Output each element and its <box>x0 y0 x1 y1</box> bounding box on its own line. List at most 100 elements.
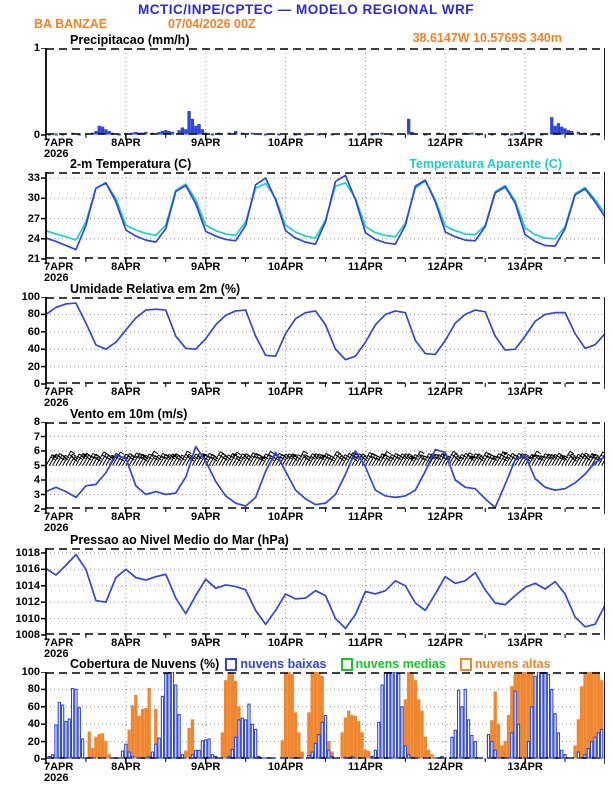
temperature-ytick-label: 21 <box>27 253 40 265</box>
wind-ytick-label: 7 <box>33 430 40 443</box>
wind-ytick-label: 6 <box>33 445 40 457</box>
wind-year-label: 2026 <box>44 522 69 534</box>
legend-label: nuvens baixas <box>240 657 327 671</box>
clouds-legend: nuvens baixas nuvens medias nuvens altas <box>225 657 560 671</box>
legend-item-nuvens-altas: nuvens altas <box>459 657 551 671</box>
clouds-title: Cobertura de Nuvens (%) nuvens baixas nuv… <box>70 657 612 671</box>
humidity-ytick-label: 80 <box>27 308 40 321</box>
humidity-frame <box>41 297 605 389</box>
humidity-ytick-label: 60 <box>27 325 40 338</box>
precipitation-xtick-label: 8APR <box>111 137 141 149</box>
temperature-xtick-label: 13APR <box>507 261 543 273</box>
pressure-frame <box>41 548 605 640</box>
clouds-title-text: Cobertura de Nuvens (%) <box>70 657 220 671</box>
precipitation-xtick-label: 7APR <box>44 137 74 149</box>
pressure-plot <box>41 548 605 640</box>
wind-ytick-label: 8 <box>33 416 40 428</box>
legend-label: nuvens medias <box>355 657 446 671</box>
pressure-ytick-label: 1018 <box>15 546 40 559</box>
pressure-xtick-label: 8APR <box>111 637 141 649</box>
temperature-title: 2-m Temperatura (C) <box>70 157 192 171</box>
clouds-xtick-label: 12APR <box>427 761 464 773</box>
temperature-xtick-label: 9APR <box>191 261 221 273</box>
precipitation-frame <box>41 48 605 140</box>
precipitation-xtick-label: 9APR <box>191 137 221 149</box>
clouds-ytick-label: 40 <box>27 718 40 731</box>
humidity-ytick-label: 40 <box>27 343 40 356</box>
precipitation-series-precipitacao <box>47 110 600 136</box>
humidity-ytick-label: 100 <box>21 291 40 303</box>
pressure-ytick-label: 1014 <box>15 579 40 592</box>
model-run-datetime: 07/04/2026 00Z <box>168 17 256 31</box>
humidity-title: Umidade Relativa em 2m (%) <box>70 282 241 296</box>
temperature-xtick-label: 12APR <box>427 261 464 273</box>
pressure-ytick-label: 1008 <box>15 629 40 641</box>
legend-item-nuvens-medias: nuvens medias <box>340 657 446 671</box>
wind-xtick-label: 8APR <box>111 511 141 523</box>
temperature-xtick-label: 11APR <box>347 261 383 273</box>
temperature-ytick-label: 30 <box>27 192 40 205</box>
clouds-xtick-label: 7APR <box>44 761 74 773</box>
temperature-series-2-m-temperatura-c- <box>45 174 605 251</box>
temperature-plot <box>41 172 605 264</box>
pressure-title: Pressao ao Nivel Medio do Mar (hPa) <box>70 533 289 547</box>
legend-swatch-icon <box>459 657 472 671</box>
humidity-xtick-label: 7APR <box>44 386 74 398</box>
clouds-xtick-label: 8APR <box>111 761 141 773</box>
temperature-xtick-label: 10APR <box>267 261 304 273</box>
humidity-plot <box>41 297 605 389</box>
wind-title: Vento em 10m (m/s) <box>70 407 188 421</box>
legend-swatch-icon <box>225 657 238 671</box>
precipitation-xtick-label: 12APR <box>427 137 464 149</box>
apparent-temperature-title: Temperatura Aparente (C) <box>409 157 562 171</box>
pressure-xtick-label: 10APR <box>267 637 304 649</box>
legend-swatch-icon <box>340 657 353 671</box>
legend-label: nuvens altas <box>474 657 551 671</box>
precipitation-xtick-label: 11APR <box>347 137 383 149</box>
pressure-ytick-label: 1010 <box>15 612 40 625</box>
precipitation-title: Precipitacao (mm/h) <box>70 33 190 47</box>
pressure-ytick-label: 1012 <box>15 596 40 609</box>
temperature-ytick-label: 27 <box>27 212 40 225</box>
clouds-ytick-label: 100 <box>21 666 40 678</box>
precipitation-xtick-label: 13APR <box>507 137 543 149</box>
temperature-xtick-label: 7APR <box>44 261 74 273</box>
wind-ytick-label: 2 <box>33 503 40 515</box>
pressure-xtick-label: 9APR <box>191 637 221 649</box>
page-title: MCTIC/INPE/CPTEC — MODELO REGIONAL WRF <box>138 2 474 17</box>
wind-xtick-label: 7APR <box>44 511 74 523</box>
wind-plot <box>41 422 605 514</box>
temperature-ytick-label: 24 <box>27 232 40 245</box>
wind-xtick-label: 13APR <box>507 511 543 523</box>
temperature-year-label: 2026 <box>44 272 69 284</box>
clouds-ytick-label: 0 <box>33 753 40 765</box>
pressure-xtick-label: 13APR <box>507 637 543 649</box>
pressure-xtick-label: 7APR <box>44 637 74 649</box>
wind-xtick-label: 9APR <box>191 511 221 523</box>
station-coordinates: 38.6147W 10.5769S 340m <box>412 31 562 45</box>
precipitation-gridlines <box>125 49 526 134</box>
pressure-series-pressao-nivel-do-mar <box>45 553 605 630</box>
clouds-xtick-label: 11APR <box>347 761 383 773</box>
clouds-ytick-label: 80 <box>27 683 40 696</box>
legend-item-nuvens-baixas: nuvens baixas <box>225 657 327 671</box>
precipitation-year-label: 2026 <box>44 148 69 160</box>
pressure-ytick-label: 1016 <box>15 563 40 576</box>
humidity-xtick-label: 10APR <box>267 386 304 398</box>
clouds-xtick-label: 13APR <box>507 761 543 773</box>
clouds-frame <box>41 672 605 764</box>
precipitation-plot <box>41 48 605 140</box>
wind-xtick-label: 12APR <box>427 511 464 523</box>
temperature-frame <box>41 172 605 264</box>
wind-frame <box>41 422 605 514</box>
humidity-ytick-label: 20 <box>27 360 40 373</box>
temperature-xtick-label: 8APR <box>111 261 141 273</box>
clouds-plot <box>41 672 605 764</box>
temperature-ytick-label: 33 <box>27 172 40 185</box>
humidity-xtick-label: 8APR <box>111 386 141 398</box>
humidity-year-label: 2026 <box>44 397 69 409</box>
wind-xtick-label: 11APR <box>347 511 383 523</box>
wind-barbs <box>45 450 605 466</box>
wind-xtick-label: 10APR <box>267 511 304 523</box>
